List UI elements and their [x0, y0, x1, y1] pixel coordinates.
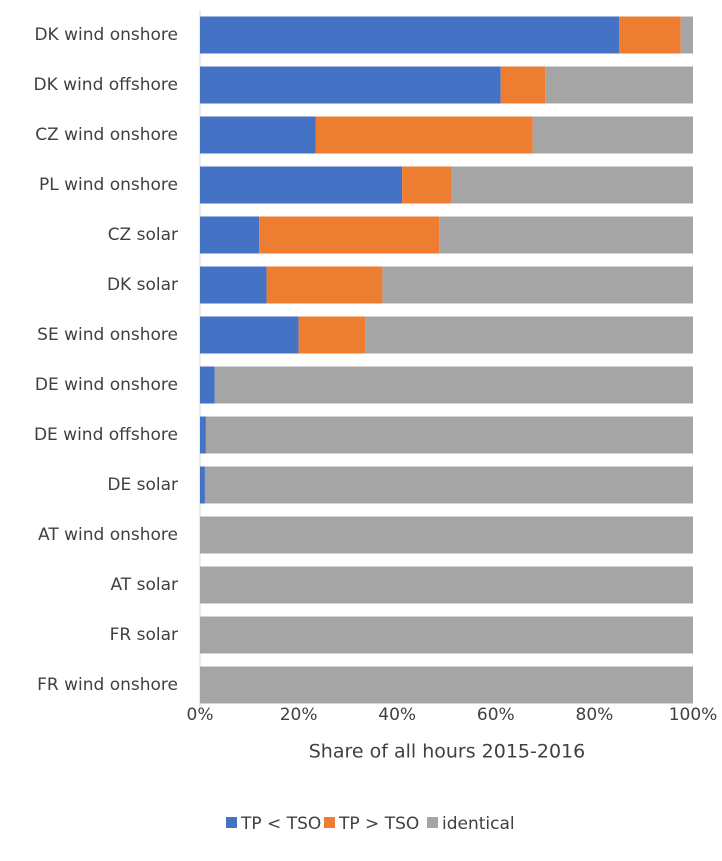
- bar-segment: [680, 16, 693, 54]
- bar-segment: [402, 166, 452, 204]
- bar-segment: [200, 466, 205, 504]
- bar-segment: [382, 266, 693, 304]
- y-tick-label: AT wind onshore: [38, 525, 178, 545]
- bar-segment: [200, 166, 403, 204]
- bar-segment: [200, 266, 267, 304]
- bar-segment: [259, 216, 440, 254]
- bar-segment: [439, 216, 693, 254]
- legend-swatch: [324, 817, 335, 828]
- x-tick-label: 40%: [378, 705, 416, 725]
- bar-segment: [214, 366, 694, 404]
- bar-segment: [298, 316, 366, 354]
- y-tick-label: DK solar: [107, 275, 178, 295]
- bar-segment: [204, 466, 693, 504]
- legend-swatch: [427, 817, 438, 828]
- bar-segment: [500, 66, 546, 104]
- bar-segment: [200, 666, 693, 704]
- y-tick-label: DK wind onshore: [34, 25, 178, 45]
- y-tick-label: AT solar: [111, 575, 179, 595]
- y-tick-label: FR solar: [110, 625, 178, 645]
- bar-segment: [200, 366, 215, 404]
- y-tick-label: CZ solar: [108, 225, 178, 245]
- legend-label: TP < TSO: [240, 814, 321, 834]
- x-axis-title: Share of all hours 2015-2016: [309, 741, 585, 763]
- x-tick-label: 0%: [187, 705, 214, 725]
- bar-segment: [200, 216, 260, 254]
- bar-segment: [200, 66, 501, 104]
- y-tick-label: DE wind onshore: [35, 375, 178, 395]
- bar-segment: [365, 316, 693, 354]
- x-tick-label: 20%: [280, 705, 318, 725]
- bar-segment: [205, 416, 693, 454]
- x-tick-label: 60%: [477, 705, 515, 725]
- legend-label: identical: [442, 814, 515, 834]
- bar-segment: [200, 516, 693, 554]
- bar-segment: [619, 16, 681, 54]
- x-tick-label: 100%: [669, 705, 718, 725]
- y-tick-label: FR wind onshore: [37, 675, 178, 695]
- bar-segment: [200, 116, 316, 154]
- legend-label: TP > TSO: [338, 814, 419, 834]
- bar-segment: [545, 66, 693, 104]
- y-tick-label: CZ wind onshore: [35, 125, 178, 145]
- y-tick-label: PL wind onshore: [39, 175, 178, 195]
- legend-swatch: [226, 817, 237, 828]
- bar-segment: [200, 616, 693, 654]
- y-tick-label: SE wind onshore: [37, 325, 178, 345]
- bar-segment: [200, 416, 206, 454]
- bar-segment: [451, 166, 693, 204]
- x-tick-label: 80%: [576, 705, 614, 725]
- bar-segment: [200, 566, 693, 604]
- y-tick-label: DK wind offshore: [34, 75, 178, 95]
- bar-segment: [532, 116, 693, 154]
- bar-segment: [200, 16, 620, 54]
- bar-segment: [266, 266, 383, 304]
- bar-segment: [315, 116, 533, 154]
- bar-segment: [200, 316, 299, 354]
- y-tick-label: DE solar: [107, 475, 178, 495]
- y-tick-label: DE wind offshore: [34, 425, 178, 445]
